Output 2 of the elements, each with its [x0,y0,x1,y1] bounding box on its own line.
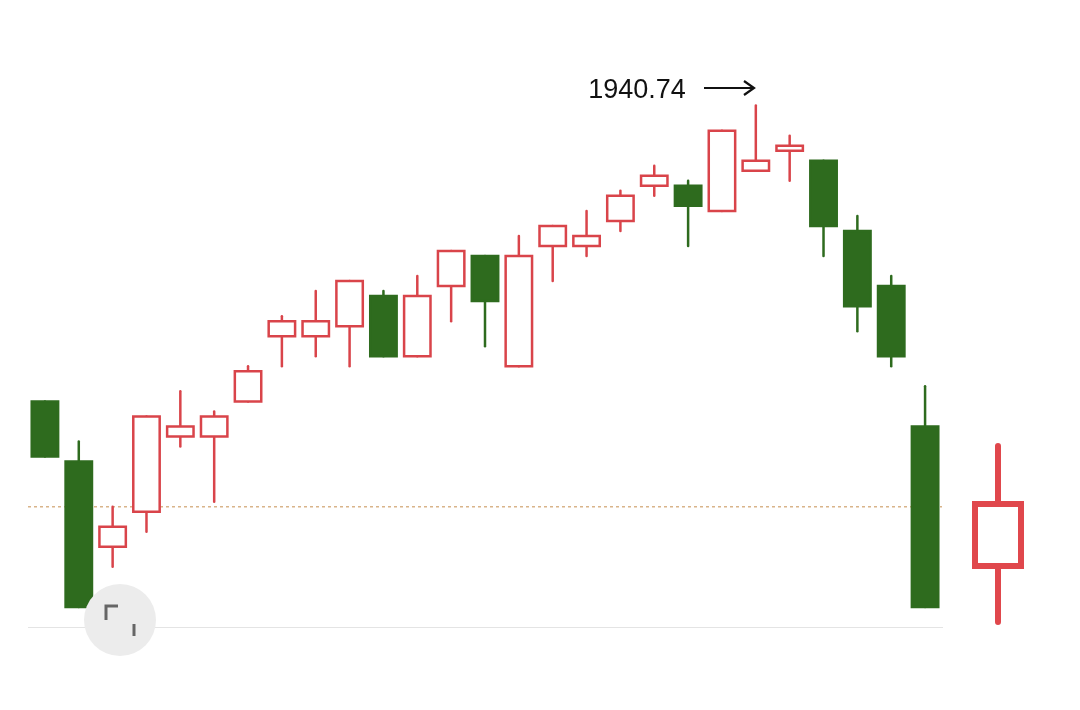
text: 1940.74 [588,73,686,105]
candlestick [775,134,805,183]
